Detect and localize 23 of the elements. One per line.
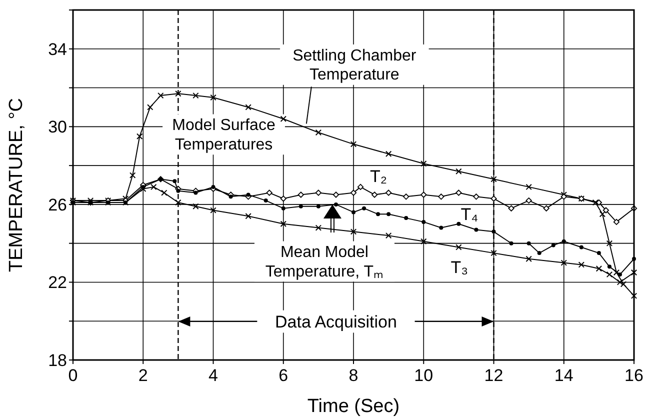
x-tick-label: 10 bbox=[414, 366, 434, 385]
y-tick-label: 18 bbox=[48, 351, 67, 370]
annotation: T₄ bbox=[460, 204, 478, 224]
y-axis-title: TEMPERATURE, °C bbox=[6, 98, 27, 272]
x-tick-label: 4 bbox=[208, 366, 218, 385]
annotation: T₃ bbox=[450, 258, 468, 278]
x-axis-title: Time (Sec) bbox=[307, 396, 400, 417]
annotation: Settling Chamber Temperature bbox=[292, 47, 417, 84]
y-tick-label: 34 bbox=[48, 40, 67, 59]
annotation: Model Surface Temperatures bbox=[172, 117, 276, 154]
x-tick-label: 0 bbox=[68, 366, 78, 385]
annotation: Mean Model Temperature, Tₘ bbox=[265, 244, 384, 280]
x-tick-label: 6 bbox=[278, 366, 288, 385]
x-tick-label: 2 bbox=[138, 366, 148, 385]
x-tick-label: 8 bbox=[348, 366, 358, 385]
y-tick-label: 26 bbox=[48, 195, 67, 214]
y-tick-label: 22 bbox=[48, 273, 67, 292]
annotation: Data Acquisition bbox=[275, 312, 397, 332]
annotation: T₂ bbox=[370, 166, 388, 186]
x-tick-label: 16 bbox=[624, 366, 644, 385]
y-tick-label: 30 bbox=[48, 118, 67, 137]
x-tick-label: 12 bbox=[484, 366, 504, 385]
x-tick-label: 14 bbox=[554, 366, 574, 385]
